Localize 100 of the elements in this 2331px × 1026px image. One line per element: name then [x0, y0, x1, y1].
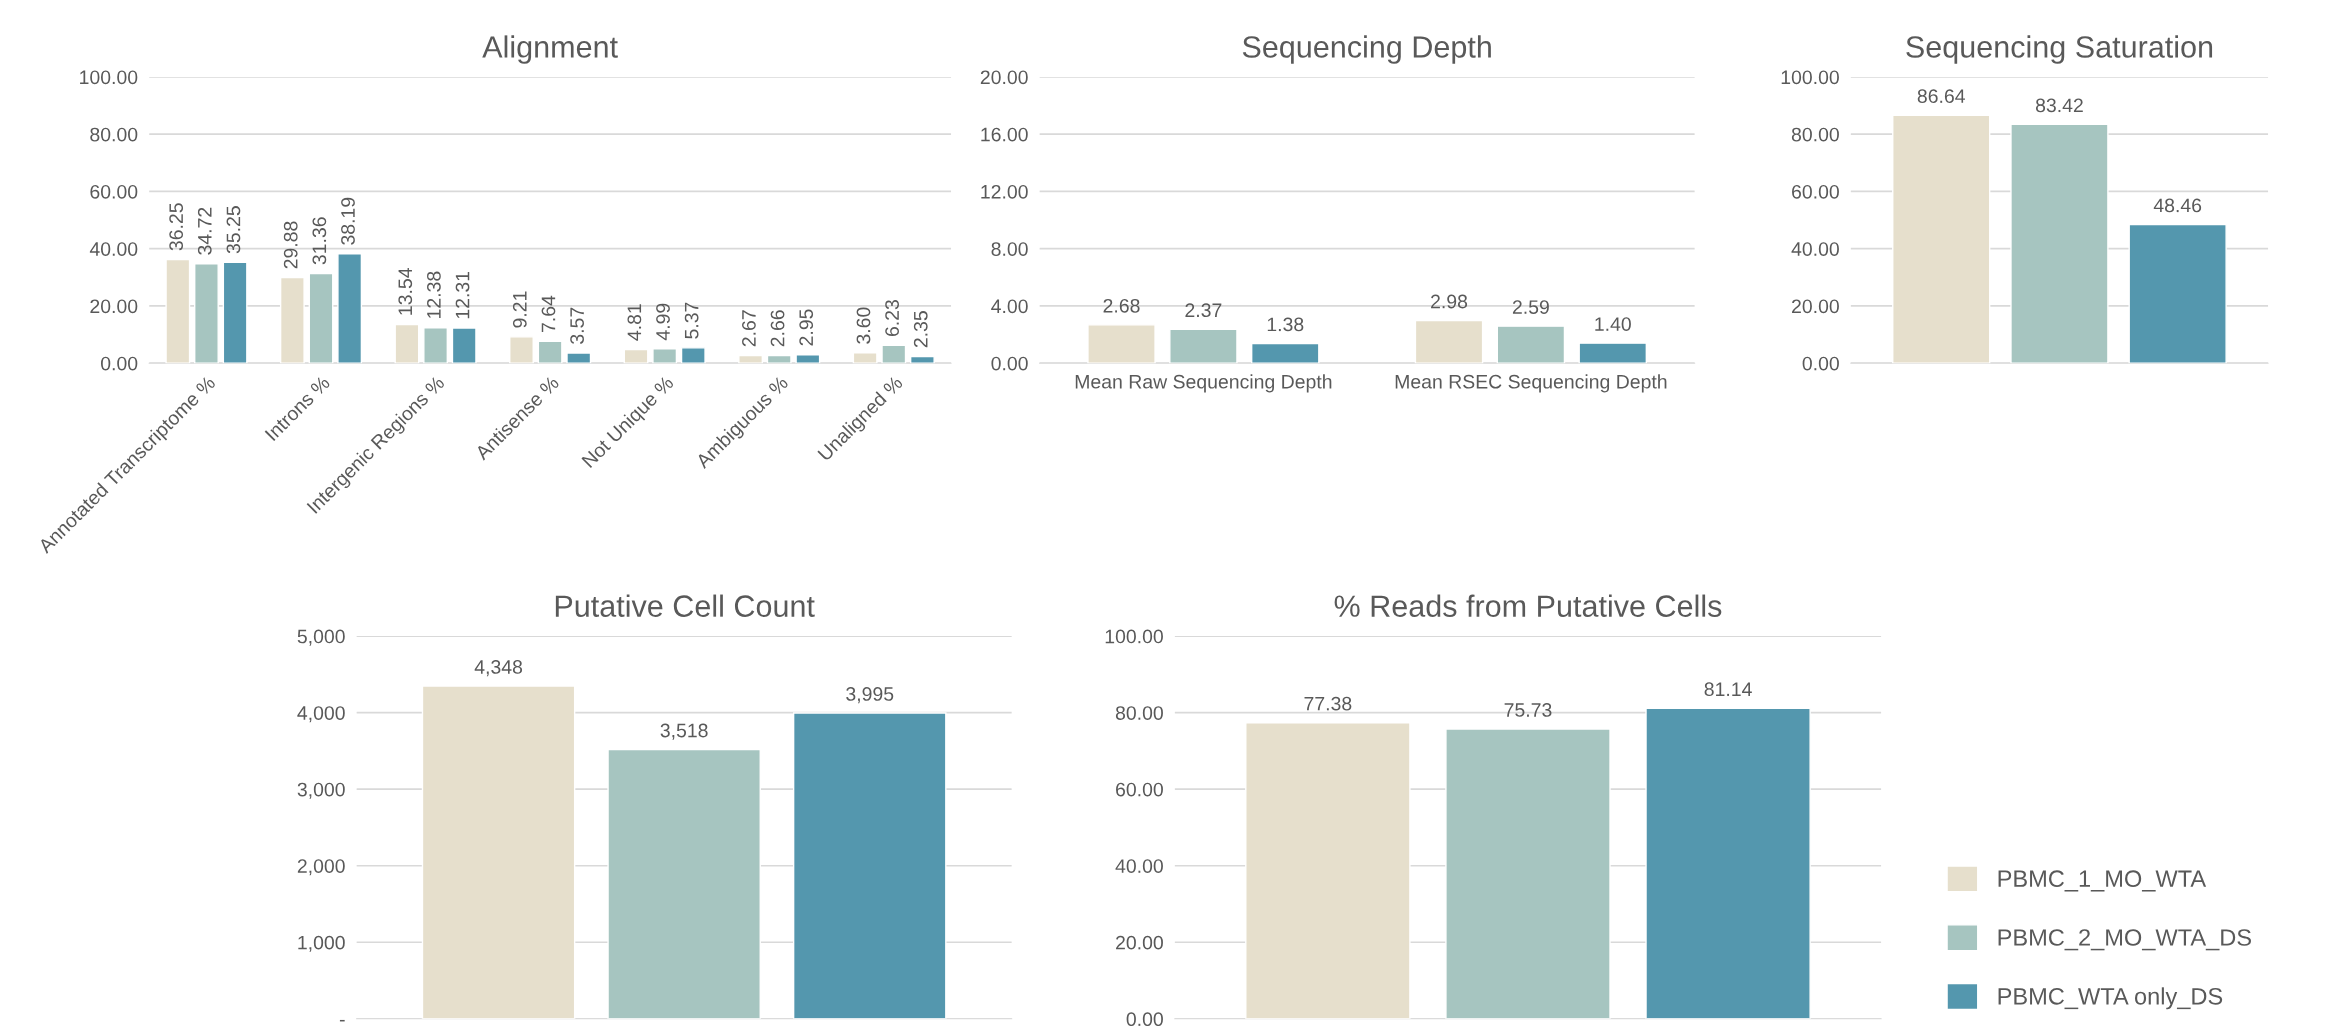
bar	[421, 685, 576, 1019]
bar	[537, 340, 563, 364]
bar	[451, 327, 477, 364]
chart-title: Alignment	[482, 35, 618, 64]
y-tick-label: 20.00	[980, 70, 1028, 85]
bar	[1578, 342, 1648, 364]
data-label: 75.73	[1504, 703, 1552, 717]
y-tick-label: 80.00	[90, 127, 138, 142]
bar	[1169, 328, 1238, 364]
data-label: 3.60	[856, 307, 871, 344]
data-label: 86.64	[1917, 89, 1965, 104]
bar	[792, 712, 947, 1019]
y-tick-label: 40.00	[89, 242, 138, 256]
bar	[423, 327, 449, 364]
data-label: 3.57	[570, 307, 584, 344]
y-tick-label: 0.00	[100, 356, 138, 371]
bar	[881, 344, 907, 364]
bar	[194, 263, 219, 364]
y-tick-label: -	[339, 1019, 345, 1022]
bar	[607, 748, 761, 1019]
y-tick-label: 60.00	[90, 184, 138, 199]
chart-title: Putative Cell Count	[555, 594, 815, 617]
y-tick-label: 60.00	[1792, 184, 1839, 199]
data-label: 2.98	[1431, 294, 1468, 309]
y-tick-label: 40.00	[1115, 859, 1163, 873]
data-label: 2.68	[1103, 298, 1140, 313]
data-label: 13.54	[398, 268, 413, 315]
bar	[279, 276, 305, 364]
y-tick-label: 100.00	[80, 70, 138, 85]
bar	[652, 348, 678, 364]
bar	[165, 258, 191, 364]
y-tick-label: 8.00	[991, 242, 1028, 256]
bar	[852, 352, 878, 364]
data-label: 34.72	[197, 207, 212, 255]
data-label: 2.66	[770, 310, 785, 347]
bar	[1445, 728, 1611, 1019]
chart-title: Sequencing Saturation	[1906, 35, 2213, 64]
y-tick-label: 4,000	[297, 706, 345, 723]
bar	[766, 354, 792, 364]
data-label: 35.25	[226, 206, 241, 254]
y-tick-label: 80.00	[1115, 706, 1163, 720]
bar	[566, 352, 592, 364]
y-tick-label: 4.00	[991, 299, 1028, 314]
chart-title: % Reads from Putative Cells	[1334, 594, 1722, 617]
data-label: 4.81	[627, 304, 642, 341]
data-label: 2.67	[742, 310, 756, 347]
x-tick-label: Mean RSEC Sequencing Depth	[1395, 374, 1667, 393]
data-label: 83.42	[2035, 98, 2083, 113]
y-tick-label: 16.00	[981, 127, 1028, 142]
bar	[680, 347, 706, 364]
data-label: 12.31	[455, 271, 470, 319]
data-label: 31.36	[312, 217, 327, 265]
data-label: 2.37	[1185, 303, 1222, 318]
data-label: 6.23	[885, 300, 899, 337]
data-label: 2.35	[913, 311, 928, 348]
bar	[394, 323, 420, 364]
y-tick-label: 5,000	[297, 629, 345, 646]
bar	[308, 272, 334, 364]
data-label: 2.59	[1512, 300, 1549, 314]
bar	[222, 261, 248, 364]
data-label: 81.14	[1704, 682, 1752, 697]
data-label: 48.46	[2153, 198, 2202, 213]
data-label: 38.19	[341, 197, 355, 245]
bar	[738, 354, 764, 364]
y-tick-label: 100.00	[1105, 629, 1163, 644]
bar	[909, 355, 935, 364]
y-tick-label: 0.00	[1802, 356, 1839, 371]
bar	[1892, 114, 1991, 364]
bar	[337, 253, 363, 364]
chart-title: Sequencing Depth	[1242, 35, 1491, 64]
y-tick-label: 0.00	[1126, 1012, 1163, 1026]
legend-label: PBMC_WTA only_DS	[1998, 987, 2223, 1010]
bar	[1496, 325, 1566, 364]
bar	[795, 354, 821, 364]
bar	[1250, 342, 1320, 364]
data-label: 7.64	[541, 295, 556, 332]
data-label: 3,518	[660, 723, 708, 740]
y-tick-label: 0.00	[991, 356, 1028, 371]
data-label: 2.95	[799, 309, 814, 346]
bar	[509, 336, 534, 364]
data-label: 4.99	[656, 303, 670, 341]
x-tick-label: Mean Raw Sequencing Depth	[1075, 374, 1332, 393]
y-tick-label: 40.00	[1791, 242, 1839, 256]
legend-label: PBMC_2_MO_WTA_DS	[1998, 929, 2251, 951]
data-label: 29.88	[283, 221, 298, 269]
y-tick-label: 12.00	[981, 184, 1028, 199]
y-tick-label: 60.00	[1116, 782, 1163, 797]
data-label: 4,348	[474, 660, 523, 677]
bar	[2010, 123, 2109, 364]
y-tick-label: 20.00	[90, 299, 138, 314]
y-tick-label: 20.00	[1116, 935, 1163, 950]
bar	[1414, 319, 1484, 364]
y-tick-label: 3,000	[297, 782, 345, 799]
data-label: 5.37	[684, 302, 699, 339]
data-label: 12.38	[427, 271, 441, 318]
bar	[1087, 324, 1156, 364]
y-tick-label: 100.00	[1781, 70, 1839, 85]
bar	[1245, 721, 1411, 1019]
data-label: 1.40	[1595, 317, 1631, 331]
bar	[623, 348, 649, 364]
